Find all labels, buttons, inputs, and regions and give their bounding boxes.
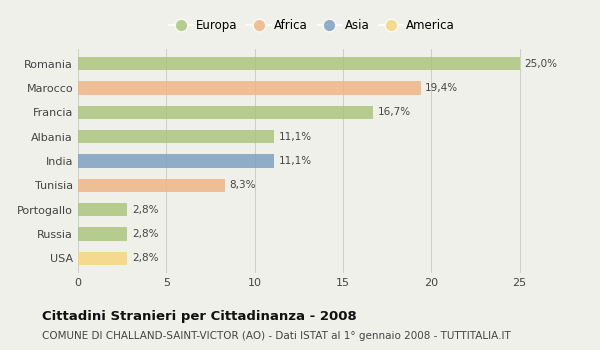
Bar [78,130,274,144]
Text: 11,1%: 11,1% [278,132,311,142]
Bar [78,154,274,168]
Legend: Europa, Africa, Asia, America: Europa, Africa, Asia, America [164,15,460,37]
Bar [78,178,224,192]
Bar [78,228,127,241]
Bar [78,106,373,119]
Text: 2,8%: 2,8% [132,229,158,239]
Bar [78,203,127,216]
Text: 25,0%: 25,0% [524,58,557,69]
Text: 2,8%: 2,8% [132,205,158,215]
Bar [78,81,421,94]
Text: 8,3%: 8,3% [229,180,256,190]
Bar [78,252,127,265]
Text: 16,7%: 16,7% [377,107,410,117]
Text: 11,1%: 11,1% [278,156,311,166]
Text: COMUNE DI CHALLAND-SAINT-VICTOR (AO) - Dati ISTAT al 1° gennaio 2008 - TUTTITALI: COMUNE DI CHALLAND-SAINT-VICTOR (AO) - D… [42,331,511,341]
Text: 2,8%: 2,8% [132,253,158,264]
Bar [78,57,520,70]
Text: 19,4%: 19,4% [425,83,458,93]
Text: Cittadini Stranieri per Cittadinanza - 2008: Cittadini Stranieri per Cittadinanza - 2… [42,310,357,323]
